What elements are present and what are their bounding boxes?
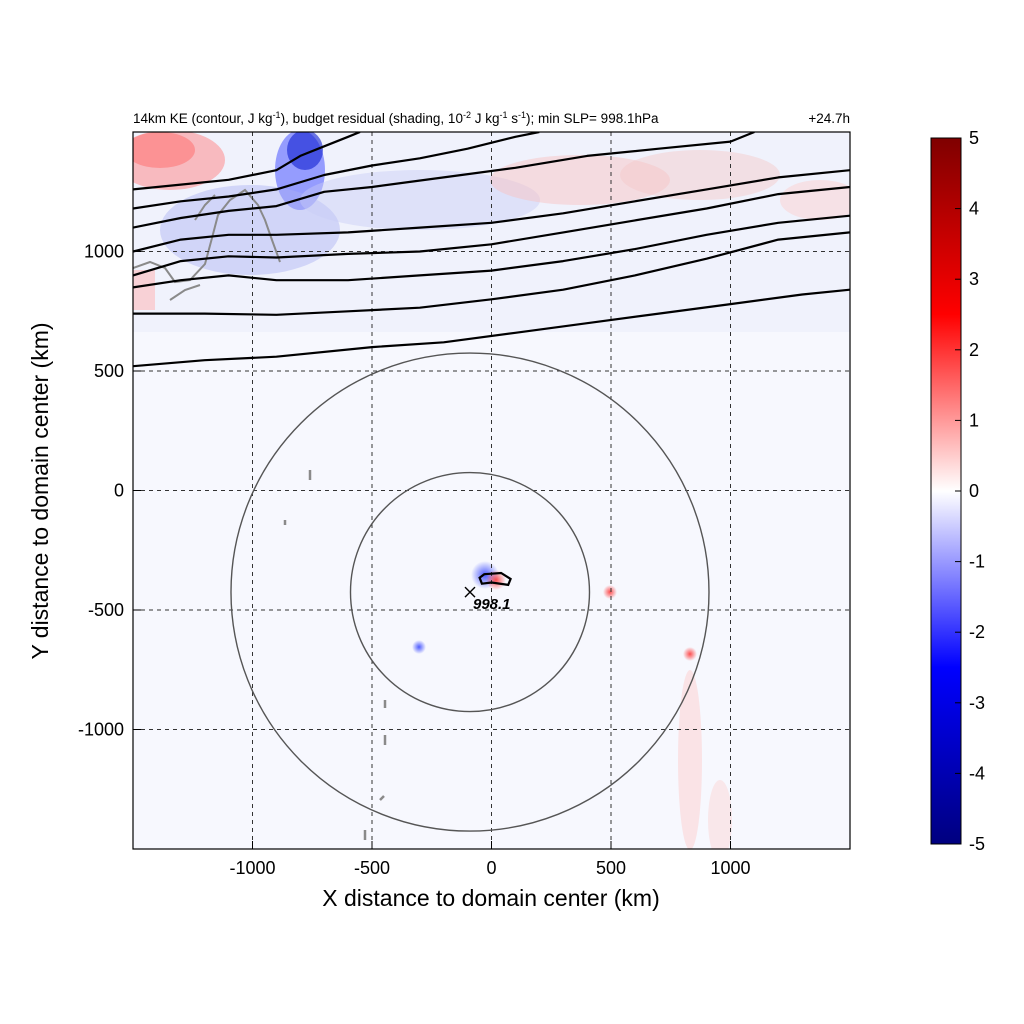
ke-inner-contour	[478, 571, 512, 587]
ke-contour-line	[133, 132, 361, 191]
colorbar-tick-label: 3	[969, 269, 979, 289]
colorbar-tick-label: -4	[969, 763, 985, 783]
ke-contour-line	[133, 231, 850, 316]
x-axis-ticks: -1000 -500 0 500 1000	[229, 841, 751, 878]
ke-contour-line	[133, 169, 850, 253]
ke-contour-line	[133, 132, 540, 210]
x-tick-label: -500	[354, 858, 390, 878]
colorbar-tick-label: 0	[969, 481, 979, 501]
storm-center-marker	[464, 586, 476, 598]
y-tick-label: -1000	[78, 720, 124, 740]
colorbar-tick-label: 4	[969, 199, 979, 219]
colorbar-tick-label: 1	[969, 410, 979, 430]
x-tick-label: 0	[486, 858, 496, 878]
y-tick-label: -500	[88, 600, 124, 620]
colorbar-tick-label: 5	[969, 128, 979, 148]
colorbar-tick-label: -2	[969, 622, 985, 642]
ke-contour-line	[133, 185, 850, 277]
colorbar-tick-label: -5	[969, 834, 985, 854]
colorbar-tick-label: 2	[969, 340, 979, 360]
colorbar-tick-label: -3	[969, 693, 985, 713]
ke-contour-line	[133, 132, 755, 229]
ke-contour-line	[133, 214, 850, 289]
y-axis-title: Y distance to domain center (km)	[27, 322, 53, 659]
range-ring	[230, 352, 710, 832]
range-rings	[230, 352, 710, 832]
ke-contours	[133, 132, 850, 587]
colorbar-tick-label: -1	[969, 552, 985, 572]
storm-center: 998.1	[464, 586, 511, 613]
min-slp-label: 998.1	[473, 596, 511, 613]
plot-area: 998.1	[133, 132, 850, 849]
x-tick-label: 1000	[710, 858, 750, 878]
y-tick-label: 1000	[84, 242, 124, 262]
coastline-dots	[283, 470, 387, 840]
x-tick-label: -1000	[229, 858, 275, 878]
lead-time-label: +24.7h	[808, 111, 850, 126]
plot-title: 14km KE (contour, J kg-1), budget residu…	[133, 110, 659, 126]
ke-contour-line	[133, 288, 850, 368]
colorbar-ticks: 5 4 3 2 1 0 -1 -2 -3 -4 -5	[955, 128, 985, 854]
x-tick-label: 500	[596, 858, 626, 878]
y-axis-ticks: -1000 -500 0 500 1000	[78, 242, 141, 740]
x-axis-title: X distance to domain center (km)	[322, 885, 659, 911]
range-ring	[349, 471, 591, 713]
y-tick-label: 0	[114, 481, 124, 501]
y-tick-label: 500	[94, 361, 124, 381]
